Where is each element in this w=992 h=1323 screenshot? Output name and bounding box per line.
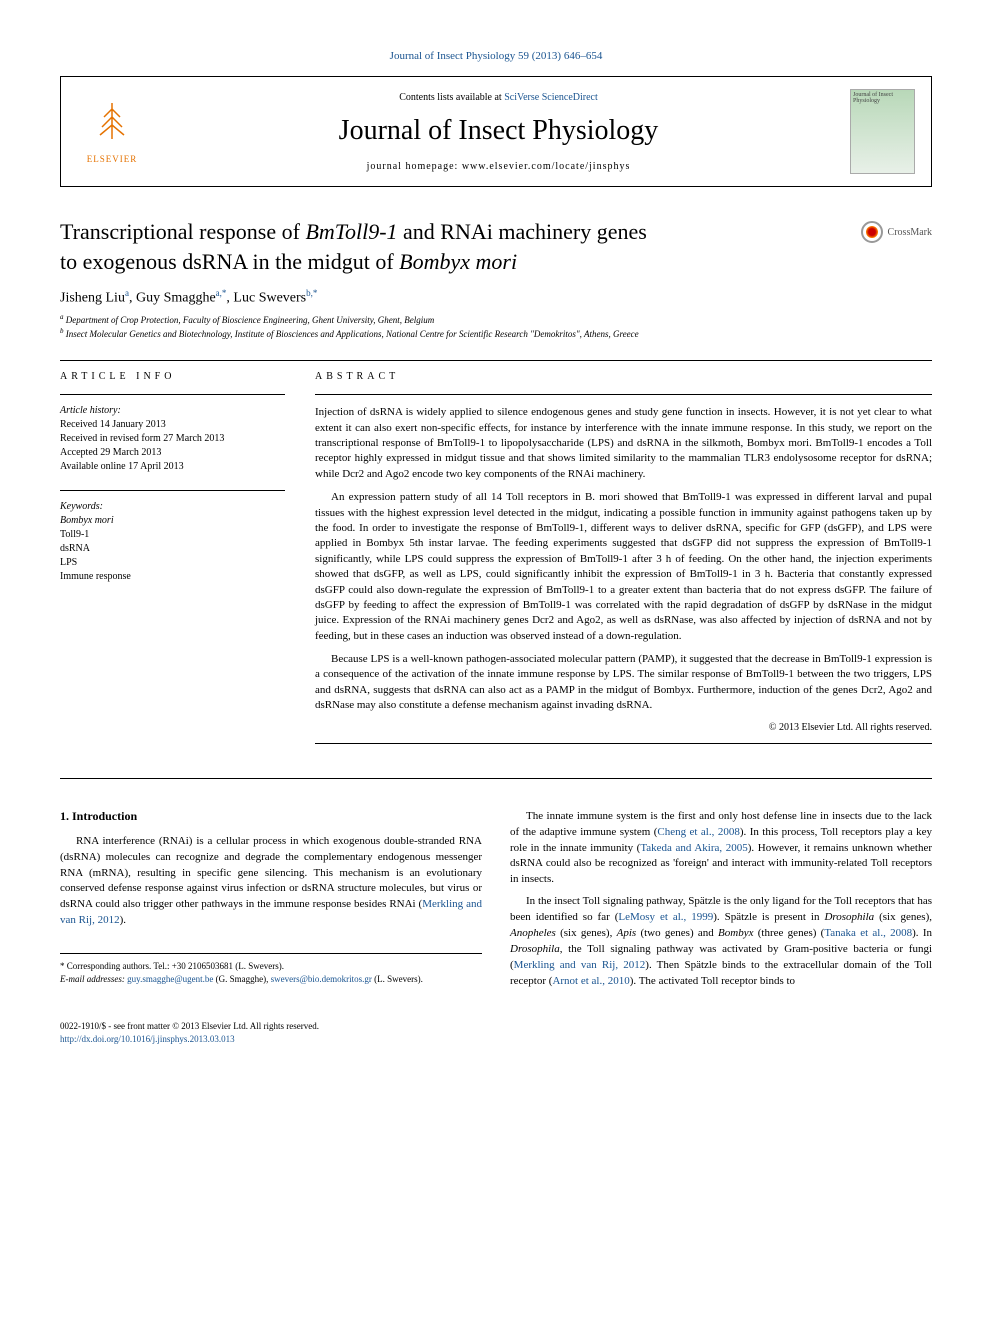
abstract-p2: An expression pattern study of all 14 To… xyxy=(315,490,932,644)
email-addresses: E-mail addresses: guy.smagghe@ugent.be (… xyxy=(60,973,482,986)
history-label: Article history: xyxy=(60,405,285,416)
divider-info xyxy=(60,394,285,395)
article-info-heading: ARTICLE INFO xyxy=(60,371,285,382)
history-received: Received 14 January 2013 xyxy=(60,418,285,432)
contents-prefix: Contents lists available at xyxy=(399,92,504,103)
ref-arnot-2010[interactable]: Arnot et al., 2010 xyxy=(552,975,629,987)
journal-header: ELSEVIER Contents lists available at Sci… xyxy=(60,76,932,187)
intro-left-p1: RNA interference (RNAi) is a cellular pr… xyxy=(60,834,482,930)
affiliations: a Department of Crop Protection, Faculty… xyxy=(60,313,932,340)
abstract-p3: Because LPS is a well-known pathogen-ass… xyxy=(315,652,932,714)
abstract-heading: ABSTRACT xyxy=(315,371,932,382)
corresponding-author-note: * Corresponding authors. Tel.: +30 21065… xyxy=(60,960,482,973)
author-3: Luc Swevers xyxy=(233,291,306,306)
author-2: Guy Smagghe xyxy=(136,291,216,306)
divider-abstract xyxy=(315,394,932,395)
history-accepted: Accepted 29 March 2013 xyxy=(60,446,285,460)
author-2-affil: a,* xyxy=(216,288,227,298)
title-line1-post: and RNAi machinery genes xyxy=(398,219,647,244)
keyword-0: Bombyx mori xyxy=(60,514,285,528)
email-1-link[interactable]: guy.smagghe@ugent.be xyxy=(127,974,213,984)
keyword-2: dsRNA xyxy=(60,542,285,556)
footer-issn: 0022-1910/$ - see front matter © 2013 El… xyxy=(60,1020,932,1033)
title-line1-italic: BmToll9-1 xyxy=(305,219,397,244)
crossmark-badge[interactable]: CrossMark xyxy=(861,221,932,243)
author-1: Jisheng Liu xyxy=(60,291,125,306)
divider-body-top xyxy=(60,778,932,779)
divider-keywords xyxy=(60,490,285,491)
elsevier-logo: ELSEVIER xyxy=(77,92,147,172)
journal-cover-thumbnail: Journal of Insect Physiology xyxy=(850,89,915,174)
footer-doi-link[interactable]: http://dx.doi.org/10.1016/j.jinsphys.201… xyxy=(60,1034,235,1044)
title-line2-pre: to exogenous dsRNA in the midgut of xyxy=(60,249,399,274)
author-3-affil: b,* xyxy=(306,288,317,298)
homepage-url: www.elsevier.com/locate/jinsphys xyxy=(462,161,631,172)
ref-tanaka-2008[interactable]: Tanaka et al., 2008 xyxy=(824,927,912,939)
keyword-3: LPS xyxy=(60,556,285,570)
homepage-prefix: journal homepage: xyxy=(367,161,462,172)
intro-right-p2: In the insect Toll signaling pathway, Sp… xyxy=(510,894,932,990)
divider-top xyxy=(60,360,932,361)
footer: 0022-1910/$ - see front matter © 2013 El… xyxy=(60,1020,932,1045)
email-2-link[interactable]: swevers@bio.demokritos.gr xyxy=(271,974,372,984)
history-revised: Received in revised form 27 March 2013 xyxy=(60,432,285,446)
title-line1-pre: Transcriptional response of xyxy=(60,219,305,244)
authors-line: Jisheng Liua, Guy Smagghea,*, Luc Swever… xyxy=(60,288,932,307)
crossmark-icon xyxy=(861,221,883,243)
keyword-4: Immune response xyxy=(60,570,285,584)
author-1-affil: a xyxy=(125,288,129,298)
intro-right-p1: The innate immune system is the first an… xyxy=(510,809,932,889)
ref-cheng-2008[interactable]: Cheng et al., 2008 xyxy=(657,826,739,838)
title-line2-italic: Bombyx mori xyxy=(399,249,517,274)
journal-title: Journal of Insect Physiology xyxy=(167,115,830,147)
ref-lemosy-1999[interactable]: LeMosy et al., 1999 xyxy=(618,911,713,923)
article-title: Transcriptional response of BmToll9-1 an… xyxy=(60,217,841,276)
ref-merkling-2012b[interactable]: Merkling and van Rij, 2012 xyxy=(514,959,646,971)
journal-reference: Journal of Insect Physiology 59 (2013) 6… xyxy=(60,50,932,62)
history-online: Available online 17 April 2013 xyxy=(60,460,285,474)
contents-available-text: Contents lists available at SciVerse Sci… xyxy=(167,92,830,103)
sciencedirect-link[interactable]: SciVerse ScienceDirect xyxy=(504,92,598,103)
ref-takeda-2005[interactable]: Takeda and Akira, 2005 xyxy=(640,842,747,854)
intro-heading: 1. Introduction xyxy=(60,809,482,824)
elsevier-text: ELSEVIER xyxy=(87,154,138,164)
divider-abstract-bottom xyxy=(315,743,932,744)
affiliation-a: a Department of Crop Protection, Faculty… xyxy=(60,313,932,327)
cover-text: Journal of Insect Physiology xyxy=(853,92,893,104)
keywords-label: Keywords: xyxy=(60,501,285,512)
abstract-copyright: © 2013 Elsevier Ltd. All rights reserved… xyxy=(315,722,932,733)
keyword-1: Toll9-1 xyxy=(60,528,285,542)
elsevier-tree-icon xyxy=(90,99,134,152)
affiliation-b: b Insect Molecular Genetics and Biotechn… xyxy=(60,327,932,341)
crossmark-label: CrossMark xyxy=(888,227,932,238)
journal-homepage: journal homepage: www.elsevier.com/locat… xyxy=(167,161,830,172)
abstract-p1: Injection of dsRNA is widely applied to … xyxy=(315,405,932,482)
